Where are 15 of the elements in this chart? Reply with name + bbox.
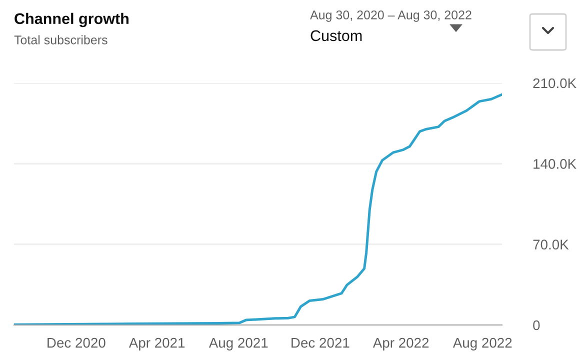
y-tick-label: 210.0K [533,78,576,88]
x-tick-label: Dec 2021 [292,338,350,348]
text: Aug 30, 2020 – Aug 30, 2022 [310,10,472,22]
x-tick-label: Apr 2021 [128,338,185,350]
chart-subtitle: Total subscribers [14,35,108,44]
x-tick-label: Apr 2022 [372,338,429,350]
y-tick-label: 0 [533,320,540,330]
x-tick-label: Aug 2022 [452,338,512,350]
chart-title: Channel growth [14,12,128,28]
x-tick-label: Aug 2021 [208,338,268,350]
text: Custom [310,30,362,42]
y-tick-label: 70.0K [533,240,569,250]
y-tick-label: 140.0K [534,159,576,169]
x-tick-label: Dec 2020 [48,338,106,348]
line-series [14,93,502,325]
